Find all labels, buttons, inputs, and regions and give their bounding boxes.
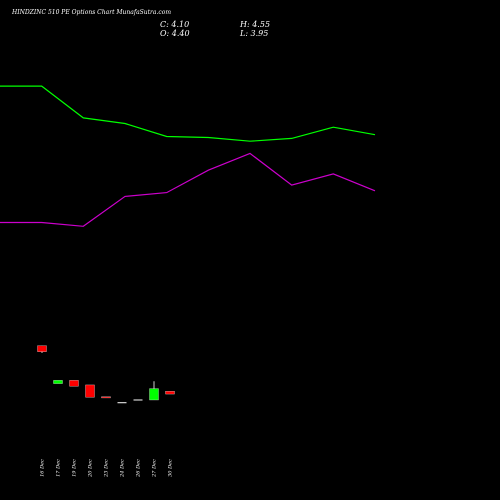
x-tick-label: 27 Dec [152,459,158,478]
x-tick-label: 23 Dec [104,459,110,478]
candle-body [101,396,111,399]
chart-title: HINDZINC 510 PE Options Chart MunafaSutr… [12,9,172,16]
candle-body [37,345,47,352]
candle-body [53,380,63,384]
candle-body [165,391,175,395]
high-readout: H: 4.55 [240,20,271,29]
low-readout: L: 3.95 [240,29,269,38]
series-line-0 [0,85,376,142]
candle-body [85,384,95,398]
series-line-1 [0,152,376,227]
x-tick-label: 26 Dec [136,459,142,478]
x-tick-label: 24 Dec [120,459,126,478]
candle-body [69,380,79,387]
x-tick-label: 17 Dec [56,459,62,477]
open-readout: O: 4.40 [160,29,190,38]
x-tick-label: 20 Dec [88,459,94,478]
x-tick-label: 30 Dec [168,459,174,477]
close-readout: C: 4.10 [160,20,190,29]
candle-body [149,388,159,401]
x-tick-label: 19 Dec [72,459,78,477]
x-tick-label: 16 Dec [40,459,46,477]
